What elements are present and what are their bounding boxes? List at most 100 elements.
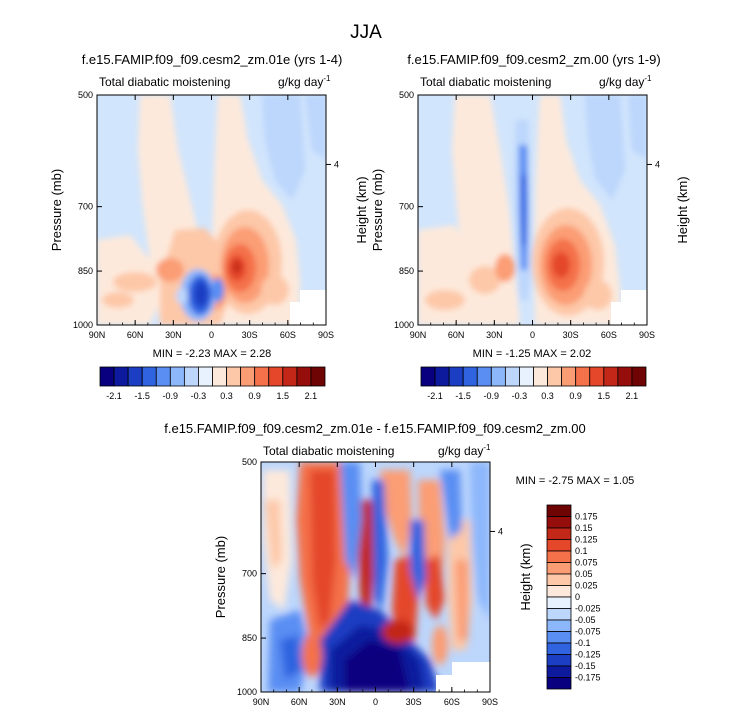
colorbar-swatch xyxy=(296,366,312,387)
panel-a-field xyxy=(97,95,326,325)
x-tick-label: 90N xyxy=(89,330,106,340)
colorbar-swatch xyxy=(561,366,577,387)
y-right-axis-label: Height (km) xyxy=(518,543,533,610)
x-tick-label: 0 xyxy=(209,330,214,340)
y-tick-label: 700 xyxy=(399,202,414,212)
colorbar-swatch xyxy=(546,665,572,678)
colorbar-swatch xyxy=(254,366,270,387)
colorbar-swatch xyxy=(127,366,143,387)
colorbar-label: -2.1 xyxy=(427,391,443,401)
panel-b-title: f.e15.FAMIP.f09_f09.cesm2_zm.00 (yrs 1-9… xyxy=(407,52,660,67)
panel-a-colorbar: -2.1 -1.5 -0.9 -0.3 0.3 0.9 1.5 2.1 xyxy=(99,366,326,401)
y-tick-label: 700 xyxy=(78,202,93,212)
y-right-tick-label: 4 xyxy=(498,526,503,536)
colorbar-label: 0.075 xyxy=(575,558,598,568)
colorbar-label: -1.5 xyxy=(134,391,150,401)
x-tick-label: 90N xyxy=(253,697,270,707)
colorbar-swatch xyxy=(268,366,284,387)
colorbar-swatch xyxy=(546,539,572,552)
y-axis-label: Pressure (mb) xyxy=(370,169,385,251)
colorbar-swatch xyxy=(546,596,572,609)
colorbar-label: -2.1 xyxy=(106,391,122,401)
colorbar-label: 0.15 xyxy=(575,523,593,533)
colorbar-label: 0.9 xyxy=(248,391,261,401)
colorbar-swatch xyxy=(169,366,185,387)
y-right-tick-label: 4 xyxy=(655,159,660,169)
x-tick-label: 60S xyxy=(444,697,460,707)
colorbar-swatch xyxy=(462,366,478,387)
colorbar-swatch xyxy=(198,366,213,387)
x-tick-label: 90S xyxy=(482,697,498,707)
min-max-stats: MIN = -2.23 MAX = 2.28 xyxy=(153,348,272,360)
max-value: 2.28 xyxy=(250,348,271,360)
x-tick-label: 60N xyxy=(448,330,465,340)
panel-c: f.e15.FAMIP.f09_f09.cesm2_zm.01e - f.e15… xyxy=(164,421,634,707)
y-tick-label: 850 xyxy=(78,266,93,276)
x-tick-label: 30S xyxy=(242,330,258,340)
colorbar-swatch xyxy=(141,366,157,387)
panel-a-left-string: Total diabatic moistening xyxy=(99,75,230,89)
colorbar-swatch xyxy=(504,366,520,387)
x-tick-label: 60S xyxy=(601,330,617,340)
colorbar-label: 0.05 xyxy=(575,569,593,579)
colorbar-swatch xyxy=(519,366,534,387)
colorbar-swatch xyxy=(212,366,227,387)
colorbar-label: 2.1 xyxy=(626,391,639,401)
y-tick-label: 1000 xyxy=(73,320,93,330)
colorbar-label: -0.9 xyxy=(163,391,179,401)
colorbar-label: -0.1 xyxy=(575,638,591,648)
panel-a-title: f.e15.FAMIP.f09_f09.cesm2_zm.01e (yrs 1-… xyxy=(82,52,343,67)
colorbar-swatch xyxy=(546,631,572,644)
colorbar-label: -0.15 xyxy=(575,661,596,671)
colorbar-swatch xyxy=(434,366,450,387)
y-tick-label: 500 xyxy=(78,90,93,100)
colorbar-swatch xyxy=(546,516,572,529)
colorbar-label: -0.3 xyxy=(191,391,207,401)
panel-b: f.e15.FAMIP.f09_f09.cesm2_zm.00 (yrs 1-9… xyxy=(370,52,690,401)
colorbar-label: 1.5 xyxy=(277,391,290,401)
y-tick-label: 850 xyxy=(399,266,414,276)
colorbar-label: 0 xyxy=(575,592,580,602)
min-value: -2.75 xyxy=(548,475,576,487)
colorbar-label: 0.3 xyxy=(541,391,554,401)
panel-c-field xyxy=(261,462,490,692)
colorbar-swatch xyxy=(589,366,605,387)
colorbar-swatch xyxy=(546,504,572,517)
min-max-stats: MIN = -2.75 MAX = 1.05 xyxy=(516,475,635,487)
panel-c-axes: 90N 60N 30N 0 30S 60S 90S 500 700 850 1000 4 Pressur… xyxy=(213,457,634,707)
panel-a-right-string: g/kg day-1 xyxy=(278,74,331,89)
y-axis-label: Pressure (mb) xyxy=(49,169,64,251)
colorbar-swatch xyxy=(546,562,572,575)
panel-a: f.e15.FAMIP.f09_f09.cesm2_zm.01e (yrs 1-… xyxy=(49,52,369,401)
x-tick-label: 30S xyxy=(406,697,422,707)
panel-b-right-string: g/kg day-1 xyxy=(599,74,652,89)
y-axis-label: Pressure (mb) xyxy=(213,536,228,618)
panel-c-left-string: Total diabatic moistening xyxy=(263,444,394,458)
colorbar-swatch xyxy=(240,366,256,387)
x-tick-label: 60S xyxy=(280,330,296,340)
colorbar-swatch xyxy=(631,366,647,387)
panel-b-left-string: Total diabatic moistening xyxy=(420,75,551,89)
x-tick-label: 30N xyxy=(165,330,182,340)
colorbar-swatch xyxy=(533,366,548,387)
colorbar-swatch xyxy=(183,366,199,387)
y-right-tick-label: 4 xyxy=(334,159,339,169)
x-tick-label: 60N xyxy=(127,330,144,340)
panel-b-axes: 90N 60N 30N 0 30S 60S 90S 500 700 850 1000 4 Pressur… xyxy=(370,90,690,360)
colorbar-label: 0.125 xyxy=(575,535,598,545)
colorbar-label: -0.125 xyxy=(575,650,601,660)
y-tick-label: 1000 xyxy=(394,320,414,330)
panel-b-field xyxy=(418,95,647,325)
colorbar-label: -0.9 xyxy=(484,391,500,401)
min-label: MIN = xyxy=(473,348,506,360)
panel-a-axes: 90N 60N 30N 0 30S 60S 90S 500 700 850 1000 4 Pressur… xyxy=(49,90,369,360)
colorbar-label: 0.9 xyxy=(569,391,582,401)
colorbar-swatch xyxy=(546,677,572,690)
x-tick-label: 30N xyxy=(486,330,503,340)
min-value: -1.25 xyxy=(505,348,533,360)
colorbar-label: -1.5 xyxy=(455,391,471,401)
colorbar-swatch xyxy=(546,608,572,621)
y-tick-label: 700 xyxy=(242,569,257,579)
y-tick-label: 500 xyxy=(242,457,257,467)
